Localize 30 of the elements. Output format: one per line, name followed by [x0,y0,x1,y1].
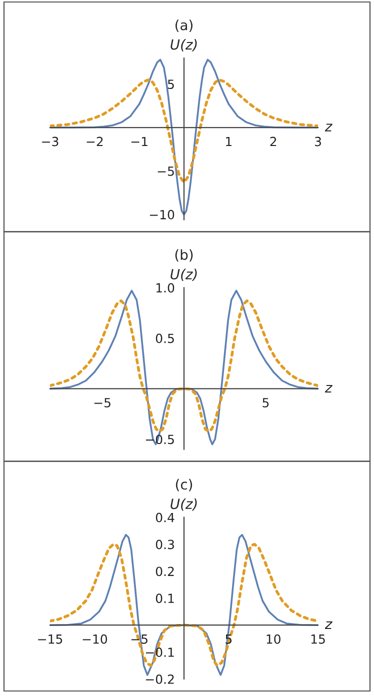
chart-title: (a) [176,20,192,32]
y-tick-label: −0.2 [146,674,174,684]
x-tick-label: 15 [311,634,325,644]
y-tick-label: 0.1 [156,594,174,604]
y-tick-label: 0.5 [156,334,174,344]
x-tick-label: 5 [226,634,232,644]
y-axis-title: U(z) [170,498,197,511]
y-tick-label: 0.3 [156,540,174,550]
x-axis-title: z [324,384,332,393]
y-tick-label: 1.0 [156,283,174,293]
y-axis-title: U(z) [170,39,197,52]
y-tick-label: 0.4 [156,512,174,522]
x-axis-title: z [324,621,332,629]
x-tick-label: 10 [266,634,280,644]
y-tick-label: −5 [158,166,174,176]
chart-title: (b) [175,249,193,262]
x-tick-label: −1 [131,136,148,146]
x-tick-label: −10 [82,634,108,644]
x-tick-label: 1 [226,136,232,146]
x-tick-label: −15 [38,634,62,644]
y-tick-label: 5 [168,80,174,89]
x-axis-title: z [324,124,332,132]
y-tick-label: −10 [150,210,174,220]
x-tick-label: 2 [270,136,276,146]
chart-title: (c) [176,478,192,492]
y-tick-label: 0.2 [156,566,174,576]
x-tick-label: 3 [314,136,321,146]
x-tick-label: −2 [86,136,103,146]
y-axis-title: U(z) [170,268,197,282]
x-tick-label: −3 [42,136,58,146]
